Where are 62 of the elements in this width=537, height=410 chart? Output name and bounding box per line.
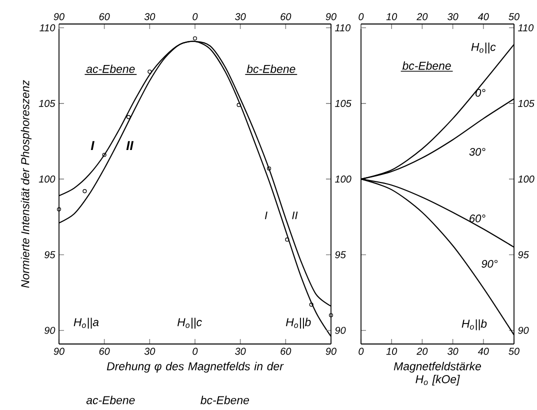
x2-tick-label: 30 bbox=[144, 348, 156, 355]
x-axis-title: Magnetfeldstärke H$_{o}$ [kOe] bbox=[394, 362, 482, 386]
y-tick-label: 110 bbox=[40, 24, 56, 32]
annotation: II bbox=[126, 141, 134, 150]
annotation: H$_{o}$||c bbox=[177, 318, 202, 329]
y2-tick-label: 100 bbox=[335, 176, 352, 183]
series-label: 90° bbox=[482, 260, 498, 268]
series-label: II bbox=[292, 212, 298, 220]
x2-tick-label: 90 bbox=[54, 348, 64, 355]
x-tick-label: 90 bbox=[326, 13, 336, 20]
series-label: 0° bbox=[476, 88, 486, 97]
y-tick-label: 100 bbox=[38, 176, 56, 183]
y2-tick-label: 110 bbox=[335, 24, 351, 32]
x2-tick-label: 40 bbox=[478, 348, 489, 355]
x-tick-label: 30 bbox=[235, 13, 246, 20]
x-tick-label: 30 bbox=[448, 13, 458, 20]
y2-tick-label: 100 bbox=[518, 176, 534, 183]
x-tick-label: 60 bbox=[280, 13, 292, 20]
x-tick-label: 20 bbox=[416, 13, 428, 20]
x-tick-label: 0 bbox=[192, 13, 198, 20]
x2-tick-label: 20 bbox=[416, 348, 428, 355]
x-tick-label: 40 bbox=[478, 13, 489, 20]
x2-tick-label: 30 bbox=[235, 348, 246, 355]
annotation: H$_{o}$||a bbox=[74, 318, 99, 329]
x2-tick-label: 90 bbox=[326, 348, 336, 355]
annotation: ac-Ebene bbox=[86, 64, 135, 73]
x2-tick-label: 60 bbox=[280, 348, 292, 355]
y-tick-label: 95 bbox=[44, 251, 56, 258]
annotation: H$_{o}$||b bbox=[462, 319, 487, 330]
x-tick-label: 90 bbox=[54, 13, 64, 20]
x-tick-label: 10 bbox=[386, 13, 398, 20]
x2-tick-label: 30 bbox=[447, 348, 458, 355]
y-tick-label: 105 bbox=[38, 100, 56, 107]
annotation: H$_{o}$||c bbox=[471, 42, 496, 54]
annotation: I bbox=[90, 141, 94, 150]
annotation: H$_{o}$||b bbox=[286, 318, 311, 329]
x2-tick-label: 60 bbox=[99, 348, 110, 355]
series-label: I bbox=[264, 212, 268, 220]
annotation: bc-Ebene bbox=[402, 61, 451, 70]
y2-tick-label: 95 bbox=[335, 251, 346, 258]
x2-tick-label: 50 bbox=[508, 348, 520, 355]
x-tick-label: 60 bbox=[99, 13, 110, 20]
y2-tick-label: 110 bbox=[518, 24, 534, 32]
x-tick-label: 30 bbox=[144, 13, 156, 20]
x2-tick-label: 10 bbox=[386, 348, 398, 355]
x2-tick-label: 0 bbox=[358, 348, 364, 355]
y-tick-label: 90 bbox=[44, 326, 56, 334]
y-axis-title: Normierte Intensität der Phosphoreszenz bbox=[20, 80, 32, 288]
y2-tick-label: 105 bbox=[518, 100, 534, 107]
y2-tick-label: 90 bbox=[335, 326, 346, 334]
y2-tick-label: 90 bbox=[518, 326, 529, 334]
y2-tick-label: 95 bbox=[518, 251, 529, 258]
y2-tick-label: 105 bbox=[335, 100, 352, 107]
text: bc-Ebene bbox=[200, 396, 249, 404]
x2-tick-label: 0 bbox=[192, 348, 198, 355]
x-axis-title: Drehung φ des Magnetfelds in der bbox=[106, 362, 284, 373]
text: ac-Ebene bbox=[86, 396, 135, 404]
x-tick-label: 50 bbox=[508, 13, 520, 20]
series-label: 30° bbox=[469, 148, 486, 156]
x-tick-label: 0 bbox=[358, 13, 364, 20]
series-label: 60° bbox=[470, 214, 486, 222]
annotation: bc-Ebene bbox=[246, 64, 296, 73]
